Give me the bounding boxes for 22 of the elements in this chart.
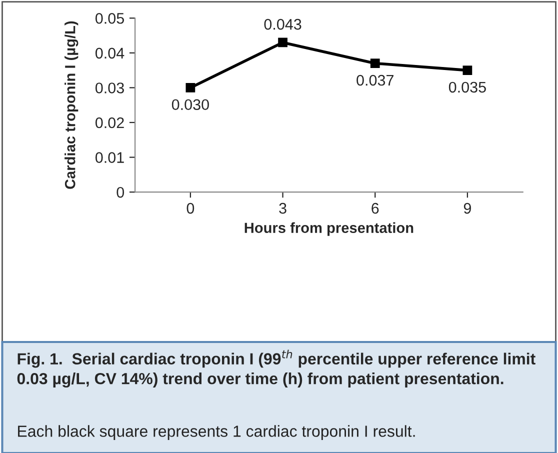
y-tick-label: 0.01 xyxy=(95,152,124,163)
data-label: 0.035 xyxy=(448,82,486,93)
x-tick-label: 0 xyxy=(186,202,194,214)
y-tick-label: 0.03 xyxy=(95,82,124,94)
x-tick-label: 3 xyxy=(279,202,286,214)
text: Fig. 1. Serial cardiac troponin I (99$^{th}$ percentile upper reference limit 0.03 µg/L, CV 14%) trend over time (h) from patient presentation. xyxy=(17,350,536,388)
data-label: 0.030 xyxy=(172,99,209,110)
point xyxy=(278,38,288,48)
x-tick-label: 6 xyxy=(372,202,379,214)
data-label: 0.043 xyxy=(264,18,302,30)
y-axis-title: Cardiac troponin I (µg/L) xyxy=(64,21,78,189)
y-tick-label: 0.02 xyxy=(95,117,124,128)
y-tick-label: 0.04 xyxy=(95,48,124,59)
x-tick-label: 9 xyxy=(464,202,471,214)
text: Each black square represents 1 cardiac troponin I result. xyxy=(18,425,415,440)
point xyxy=(186,83,196,92)
y-tick-label: 0 xyxy=(116,186,124,198)
point xyxy=(462,66,472,75)
point xyxy=(370,58,380,68)
data-label: 0.037 xyxy=(356,74,394,86)
y-tick-label: 0.05 xyxy=(95,12,124,24)
x-axis-title: Hours from presentation xyxy=(244,222,414,236)
